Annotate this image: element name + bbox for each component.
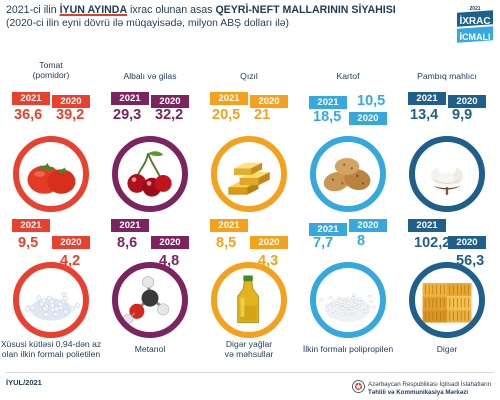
value-2020: 39,2 (56, 107, 85, 123)
product-image-ring (409, 262, 485, 338)
year-2020-tag: 2020 (250, 95, 288, 108)
polypropylene-granules-icon (319, 293, 377, 322)
product-label: Digər yağlar və məhsullar (224, 339, 274, 359)
product-image-ring (112, 136, 188, 212)
year-2021-tag: 2021 (111, 219, 149, 232)
year-2021-tag: 2021 (309, 96, 347, 109)
year-comparison: 2021 2020 102,2 56,3 (400, 219, 494, 269)
year-2021-tag: 2021 (210, 92, 248, 105)
product-label: Albalı və gilas (123, 71, 177, 81)
product-image-ring (211, 262, 287, 338)
year-2020-tag: 2020 (349, 219, 387, 232)
value-2020: 8 (357, 233, 366, 249)
oil-bottle-icon (237, 275, 259, 324)
year-comparison: 2021 2020 8,5 4,3 (202, 219, 296, 269)
value-2021: 8,6 (117, 235, 138, 251)
gold-bars-icon (228, 162, 270, 195)
value-2021: 7,7 (313, 235, 334, 251)
product-label: Tomat (pomidor) (32, 60, 70, 80)
year-2021-tag: 2021 (12, 219, 50, 232)
methanol-molecule-icon (123, 276, 170, 324)
product-image-ring (310, 136, 386, 212)
page-subtitle: (2020-ci ilin eyni dövrü ilə müqayisədə,… (6, 18, 289, 29)
value-2021: 29,3 (113, 107, 142, 123)
year-2021-tag: 2021 (111, 92, 149, 105)
product-label: Qızıl (240, 71, 258, 81)
product-label: Xüsusi kütləsi 0,94-dən az olan ilkin fo… (0, 339, 102, 359)
value-2020: 21 (254, 107, 271, 123)
product-image-ring (13, 262, 89, 338)
year-2020-tag: 2020 (448, 236, 486, 249)
year-2021-tag: 2021 (309, 223, 347, 236)
value-2021: 13,4 (410, 107, 439, 123)
emblem-icon (352, 380, 365, 393)
year-2020-tag: 2020 (349, 112, 387, 125)
cotton-icon (431, 157, 463, 195)
product-label: Pambıq mahlıcı (417, 71, 477, 81)
polyethylene-granules-icon (25, 291, 80, 321)
year-comparison: 2021 2020 8,6 4,8 (103, 219, 197, 269)
value-2021: 102,2 (414, 235, 451, 251)
cherry-icon (127, 151, 172, 197)
product-image-ring (310, 262, 386, 338)
product-image-ring (112, 262, 188, 338)
badge-year: 2021 (469, 6, 480, 12)
year-comparison: 2021 2020 20,5 21 (202, 92, 296, 132)
year-2020-tag: 2020 (448, 95, 486, 108)
value-2021: 18,5 (313, 109, 342, 125)
product-label: İlkin formalı polipropilen (302, 344, 394, 354)
year-2020-tag: 2020 (151, 236, 189, 249)
year-2020-tag: 2020 (250, 236, 288, 249)
year-2020-tag: 2020 (151, 95, 189, 108)
value-2021: 9,5 (18, 235, 39, 251)
year-2020-tag: 2020 (52, 236, 90, 249)
export-review-badge: 2021 İXRAC İCMALI (453, 3, 497, 53)
product-label: Kartof (336, 71, 360, 81)
value-2020: 9,9 (452, 107, 473, 123)
year-2021-tag: 2021 (408, 219, 446, 232)
value-2021: 20,5 (212, 107, 241, 123)
value-2020: 10,5 (357, 93, 386, 109)
product-label: Metanol (134, 344, 166, 354)
footer-divider (6, 372, 494, 373)
footer-organization: Azərbaycan Respublikası İqtisadi İslahat… (368, 381, 492, 396)
year-comparison: 2021 2020 13,4 9,9 (400, 92, 494, 132)
value-2021: 8,5 (216, 235, 237, 251)
potato-icon (323, 158, 371, 192)
year-comparison: 2021 2020 36,6 39,2 (4, 92, 98, 132)
year-2020-tag: 2020 (52, 95, 90, 108)
tomato-icon (27, 163, 76, 194)
year-comparison: 2021 2020 7,7 8 (301, 219, 395, 259)
year-2021-tag: 2021 (210, 219, 248, 232)
containers-icon (422, 283, 472, 323)
year-2021-tag: 2021 (408, 92, 446, 105)
year-2021-tag: 2021 (12, 92, 50, 105)
product-image-ring (409, 136, 485, 212)
value-2020: 32,2 (155, 107, 184, 123)
year-comparison: 2021 2020 29,3 32,2 (103, 92, 197, 132)
badge-line2: İCMALI (460, 32, 491, 42)
product-image-ring (211, 136, 287, 212)
year-comparison: 2021 2020 9,5 4,2 (4, 219, 98, 269)
year-comparison: 2021 2020 18,5 10,5 (301, 92, 395, 132)
product-image-ring (13, 136, 89, 212)
product-label: Digər (436, 344, 458, 354)
footer-date: İYUL/2021 (6, 378, 42, 387)
badge-line1: İXRAC (459, 14, 490, 27)
value-2021: 36,6 (14, 107, 43, 123)
page-title: 2021-ci ilin İYUN AYINDA ixrac olunan as… (6, 4, 396, 16)
